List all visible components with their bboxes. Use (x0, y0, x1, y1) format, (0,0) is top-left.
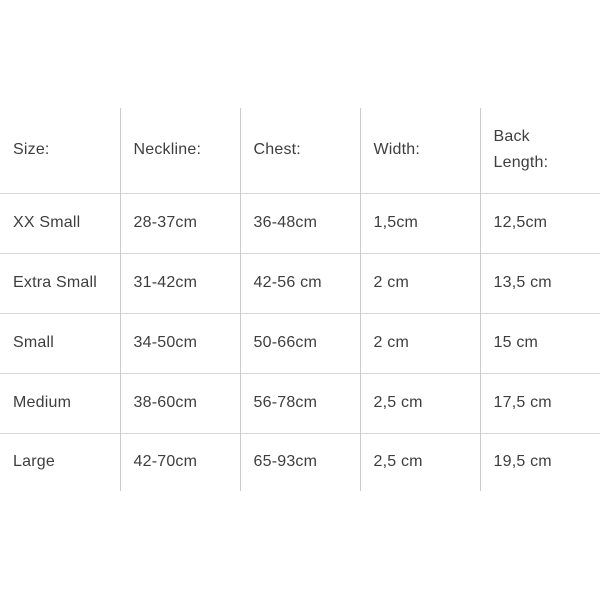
cell-size: XX Small (0, 192, 121, 253)
column-header-chest-label: Chest: (253, 141, 301, 159)
cell-chest: 56-78cm (240, 372, 361, 433)
column-header-neckline-label: Neckline: (133, 141, 202, 159)
column-header-back-length-label: Back Length: (493, 128, 549, 172)
cell-size: Small (0, 312, 121, 373)
cell-back-length: 12,5cm (480, 192, 600, 253)
cell-chest: 42-56 cm (240, 252, 361, 313)
cell-back-length: 17,5 cm (480, 372, 600, 433)
cell-size: Large (0, 432, 121, 491)
cell-back-length: 15 cm (480, 312, 600, 373)
column-header-width: Width: (360, 108, 481, 193)
cell-neckline: 28-37cm (120, 192, 241, 253)
table-row-large: Large 42-70cm 65-93cm 2,5 cm 19,5 cm (0, 432, 600, 491)
header-row: Size: Neckline: Chest: Width: Back Lengt… (0, 108, 600, 193)
column-header-neckline: Neckline: (120, 108, 241, 193)
cell-width: 2,5 cm (360, 432, 481, 491)
cell-chest: 50-66cm (240, 312, 361, 373)
cell-chest: 36-48cm (240, 192, 361, 253)
table-row-medium: Medium 38-60cm 56-78cm 2,5 cm 17,5 cm (0, 372, 600, 433)
cell-back-length: 13,5 cm (480, 252, 600, 313)
cell-size: Medium (0, 372, 121, 433)
column-header-size-label: Size: (13, 141, 50, 159)
size-chart-table: Size: Neckline: Chest: Width: Back Lengt… (0, 108, 600, 491)
column-header-size: Size: (0, 108, 121, 193)
cell-neckline: 31-42cm (120, 252, 241, 313)
cell-width: 1,5cm (360, 192, 481, 253)
cell-chest: 65-93cm (240, 432, 361, 491)
column-header-width-label: Width: (373, 141, 421, 159)
cell-size: Extra Small (0, 252, 121, 313)
table-row-xx-small: XX Small 28-37cm 36-48cm 1,5cm 12,5cm (0, 192, 600, 253)
cell-width: 2 cm (360, 312, 481, 373)
cell-width: 2,5 cm (360, 372, 481, 433)
cell-neckline: 42-70cm (120, 432, 241, 491)
cell-neckline: 34-50cm (120, 312, 241, 373)
cell-back-length: 19,5 cm (480, 432, 600, 491)
cell-neckline: 38-60cm (120, 372, 241, 433)
cell-width: 2 cm (360, 252, 481, 313)
column-header-back-length: Back Length: (480, 108, 600, 193)
column-header-chest: Chest: (240, 108, 361, 193)
table-row-extra-small: Extra Small 31-42cm 42-56 cm 2 cm 13,5 c… (0, 252, 600, 313)
table-row-small: Small 34-50cm 50-66cm 2 cm 15 cm (0, 312, 600, 373)
